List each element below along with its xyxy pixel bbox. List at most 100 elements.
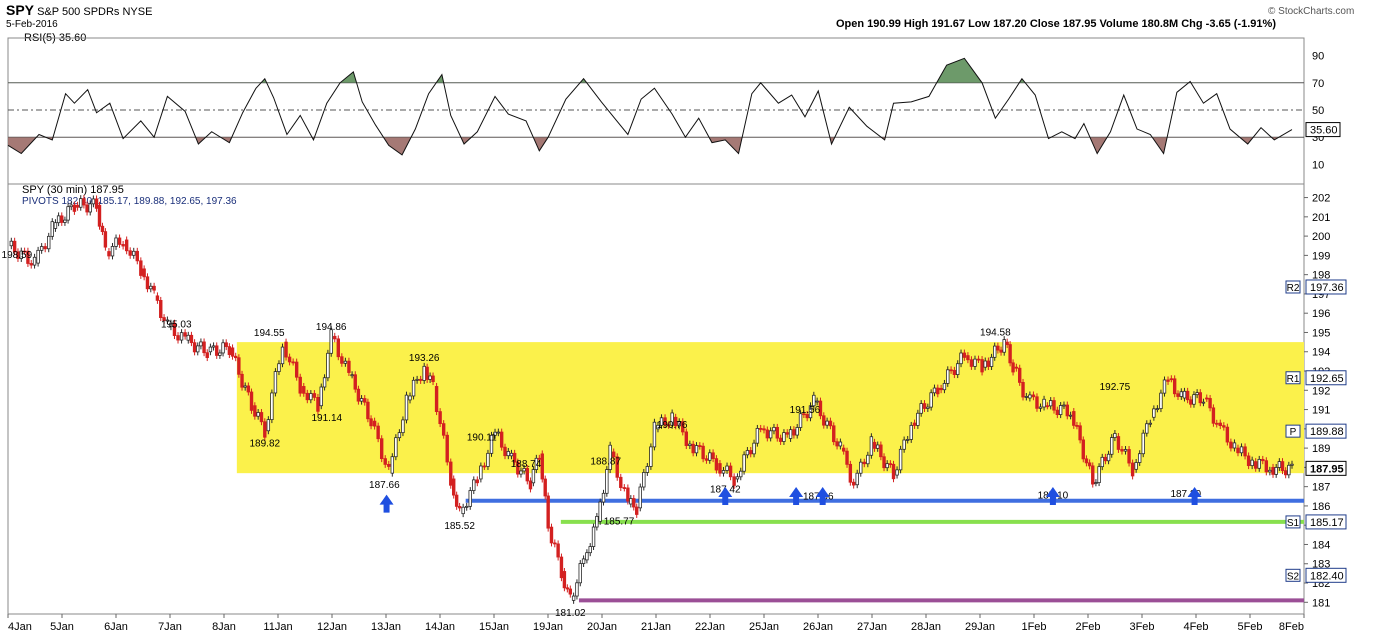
price-annotation: 192.75 [1100, 382, 1131, 393]
candle-body [246, 385, 251, 393]
candle-body [942, 383, 947, 391]
candle-body [578, 563, 582, 584]
candle-body [1141, 432, 1145, 455]
pivot-value-box [1305, 279, 1347, 295]
candle-body [291, 361, 295, 364]
candle-body [12, 240, 17, 253]
candle-body [82, 198, 86, 206]
candle-body [1185, 390, 1190, 401]
pivot-tag-label: P [1290, 427, 1297, 438]
candle-body [725, 465, 729, 471]
candle-body [983, 360, 987, 368]
candle-body [534, 457, 539, 470]
candle-body [343, 360, 348, 364]
candle-body [240, 373, 244, 388]
candle-body [1123, 449, 1128, 452]
x-tick-label: 6Jan [104, 621, 128, 633]
price-annotation: 194.58 [980, 328, 1011, 339]
candle-body [649, 446, 653, 467]
candle-body [519, 470, 523, 475]
candle-body [1137, 453, 1142, 463]
candle-body [1182, 390, 1187, 399]
candle-body [142, 268, 146, 278]
candle-body [208, 346, 213, 353]
pivot-tag-label: R2 [1287, 283, 1300, 294]
candle-body [822, 415, 826, 426]
candle-body [611, 451, 616, 458]
candle-body [1116, 436, 1121, 450]
candle-body [1268, 469, 1272, 473]
candle-body [565, 587, 570, 590]
candle-body [879, 444, 883, 458]
candle-body [121, 244, 125, 247]
candle-body [1081, 439, 1085, 460]
blue-arrow-icon [789, 486, 804, 505]
price-annotation: 181.02 [555, 608, 586, 619]
candle-body [152, 285, 156, 291]
pivots-legend: PIVOTS 182.40, 185.17, 189.88, 192.65, 1… [22, 196, 237, 207]
candle-body [581, 558, 586, 564]
candle-body [298, 376, 302, 394]
security-name: S&P 500 SPDRs NYSE [37, 6, 153, 18]
candle-body [1271, 466, 1275, 475]
price-annotation: 191.14 [311, 413, 342, 424]
candle-body [280, 346, 285, 365]
x-tick-label: 13Jan [371, 621, 401, 633]
candle-body [230, 347, 235, 357]
pivot-value-label: 182.40 [1310, 570, 1344, 582]
candle-body [782, 432, 786, 442]
candle-body [691, 443, 695, 454]
candle-body [993, 345, 997, 358]
x-tick-label: 5Jan [50, 621, 74, 633]
candle-body [482, 465, 487, 468]
candle-body [457, 505, 462, 509]
candle-body [294, 361, 299, 378]
candle-body [221, 342, 225, 354]
candle-body [772, 426, 776, 432]
candle-body [205, 352, 209, 358]
candle-body [962, 352, 967, 358]
candle-body [333, 335, 337, 340]
candle-body [404, 394, 409, 421]
pivot-tag-box [1285, 371, 1301, 385]
candle-body [1222, 425, 1226, 428]
y-tick-label: 191 [1312, 405, 1330, 417]
y-tick-label: 202 [1312, 193, 1330, 205]
candle-body [88, 203, 92, 213]
pivot-tag-label: R1 [1287, 374, 1300, 385]
price-annotation: 194.55 [254, 328, 285, 339]
candle-body [445, 434, 449, 463]
candle-body [1052, 400, 1056, 411]
candle-body [1014, 366, 1019, 369]
candle-body [1189, 399, 1193, 405]
candle-body [1155, 408, 1160, 410]
candle-body [9, 240, 14, 247]
candle-body [1062, 404, 1066, 407]
blue-arrow-icon [1045, 486, 1060, 505]
x-tick-label: 8Jan [212, 621, 236, 633]
candle-body [888, 463, 893, 466]
candle-body [305, 392, 310, 401]
candle-body [718, 463, 722, 474]
candle-body [956, 363, 960, 375]
candle-body [642, 472, 646, 488]
candle-body [905, 439, 910, 441]
candle-body [394, 437, 398, 458]
blue-arrow-icon [718, 486, 733, 505]
candle-body [56, 215, 61, 224]
candle-body [1253, 461, 1258, 469]
candle-body [980, 359, 984, 373]
candle-body [1055, 409, 1060, 416]
candle-body [224, 342, 228, 348]
candle-body [479, 465, 483, 480]
pivot-tag-box [1285, 568, 1301, 582]
rsi-tick-label: 10 [1312, 159, 1324, 171]
candle-body [284, 341, 288, 358]
candle-body [1246, 455, 1251, 467]
candle-body [835, 441, 839, 447]
candle-body [876, 444, 880, 449]
candle-body [376, 425, 380, 440]
candle-body [441, 423, 446, 436]
candle-body [755, 428, 760, 444]
candle-body [798, 413, 803, 428]
